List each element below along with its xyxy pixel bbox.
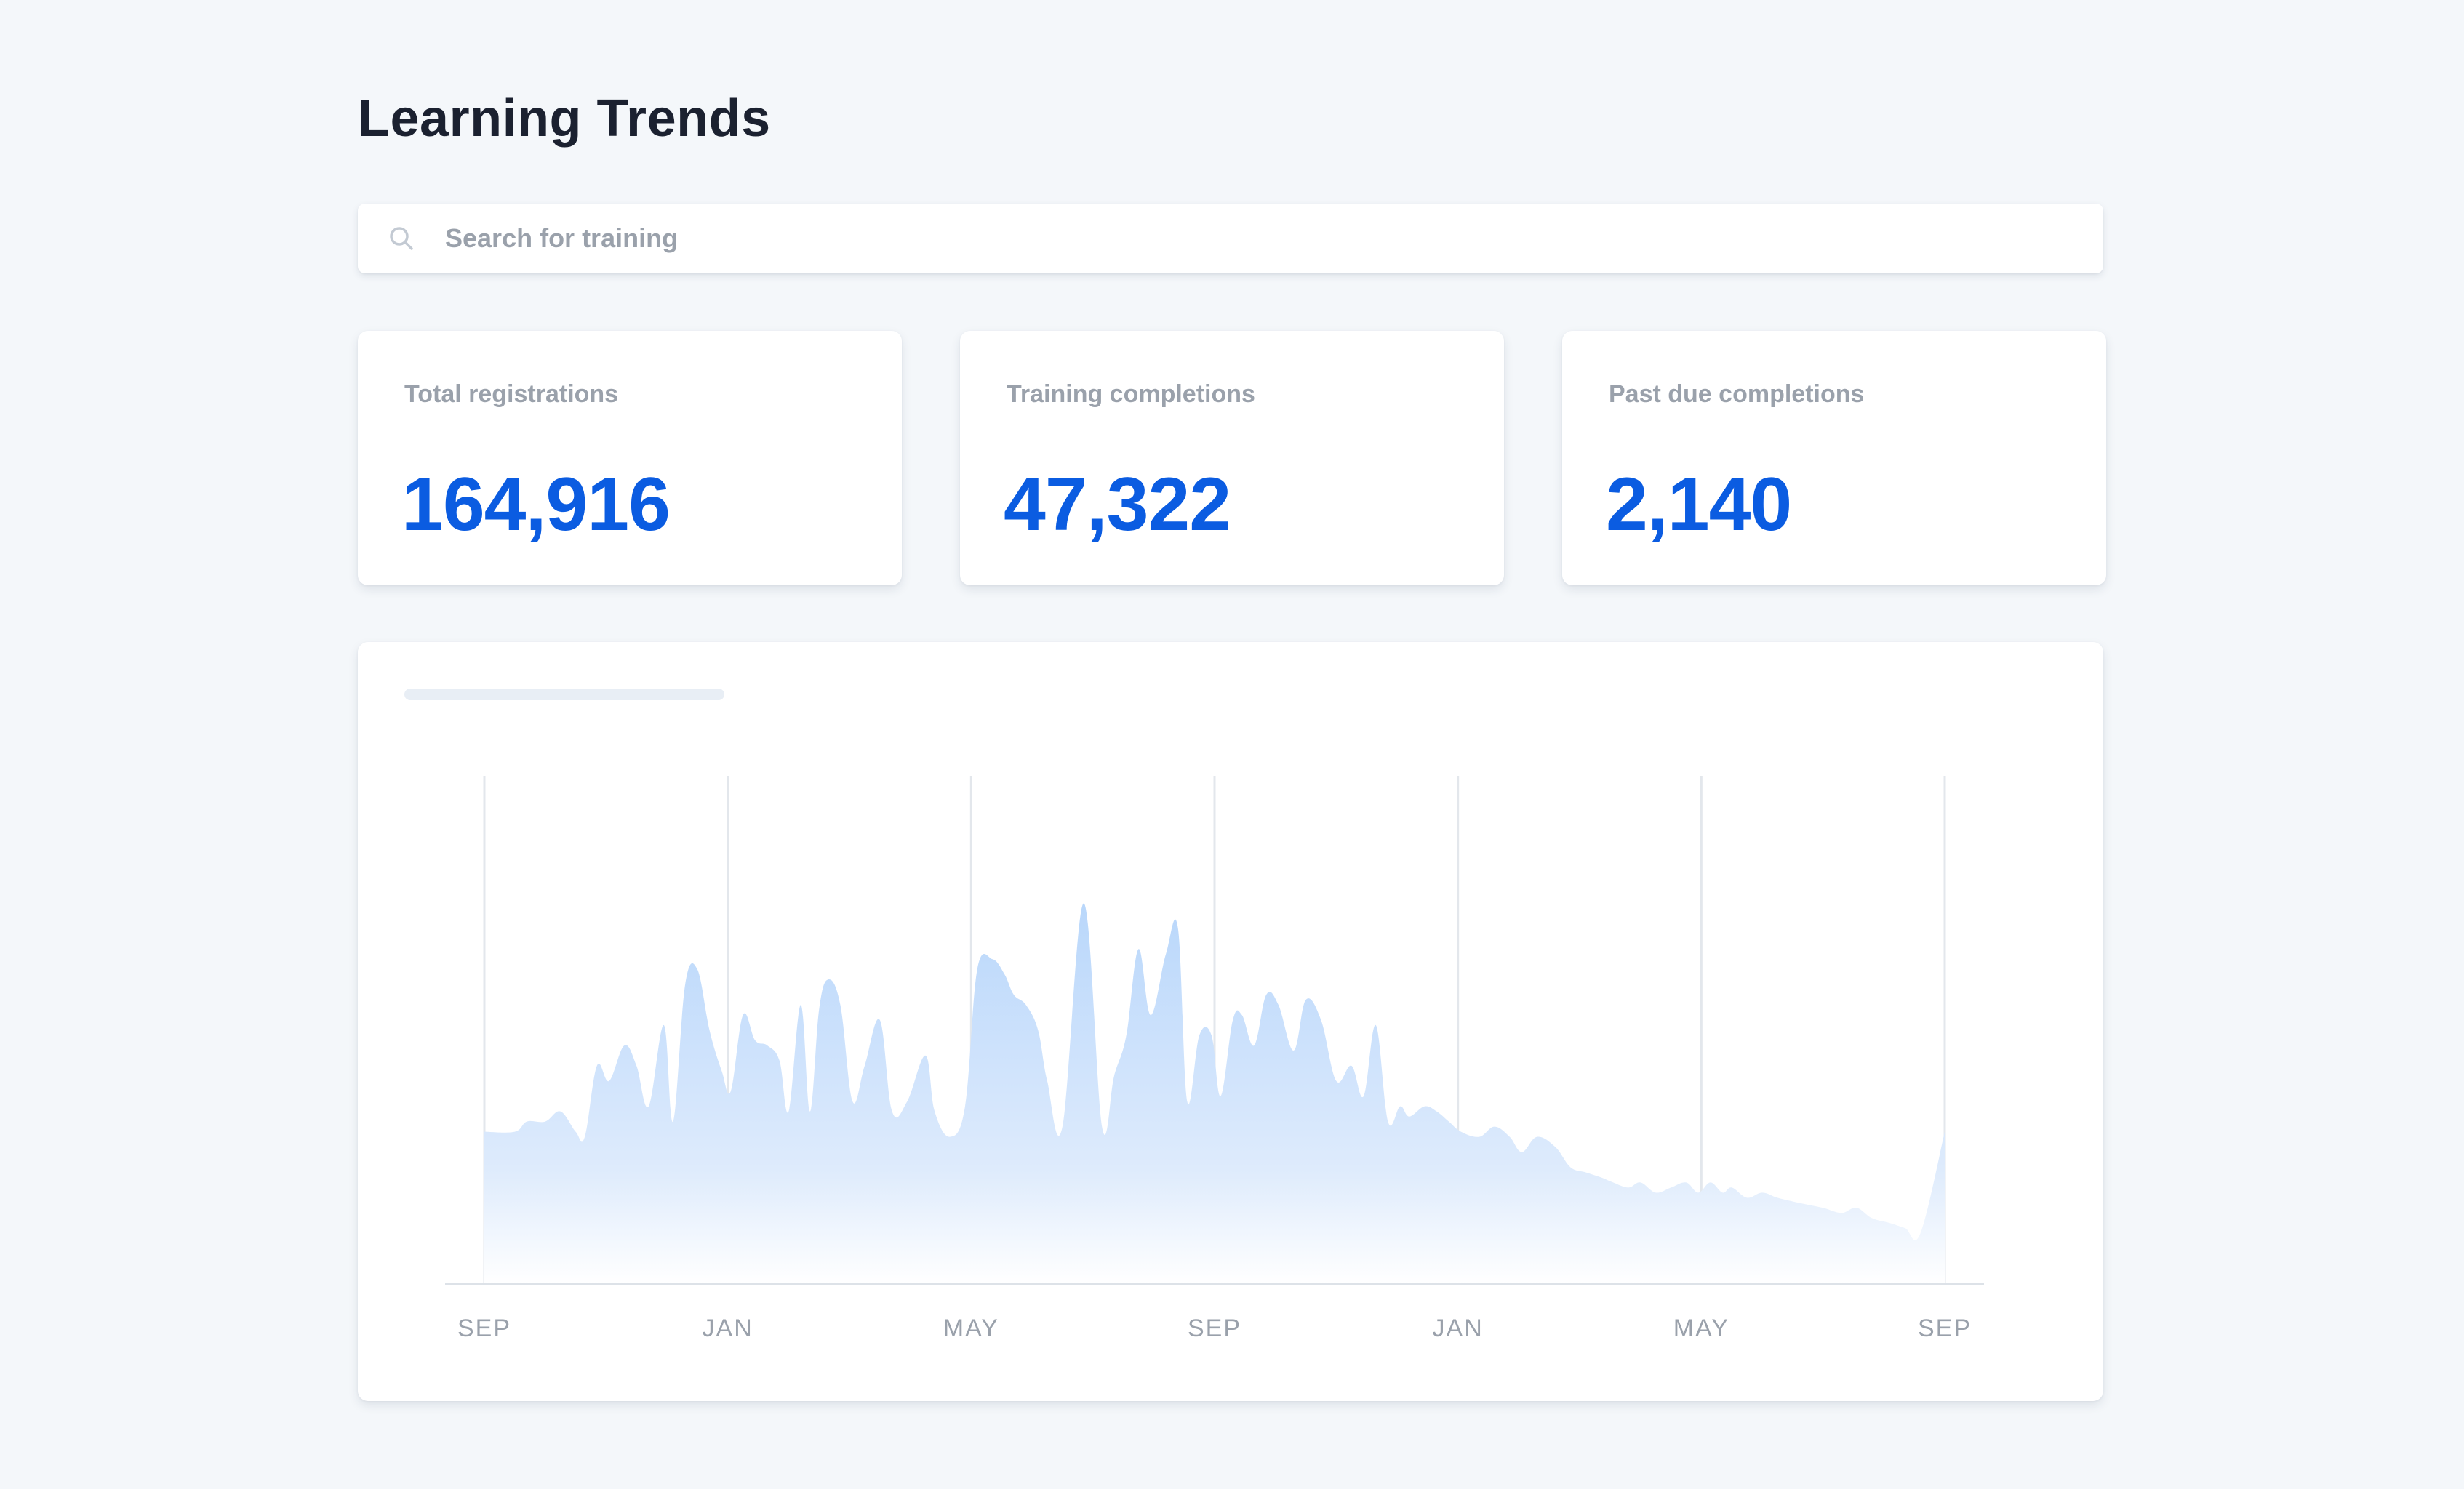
search-icon <box>390 227 413 250</box>
page-title: Learning Trends <box>358 89 771 148</box>
trend-chart-panel: SEP JAN MAY SEP JAN MAY SEP <box>358 642 2103 1401</box>
x-tick-label: MAY <box>943 1315 999 1342</box>
search-input[interactable] <box>445 204 2074 273</box>
search-bar[interactable] <box>358 204 2103 273</box>
stat-label: Past due completions <box>1609 380 1865 408</box>
x-tick-label: SEP <box>1918 1315 1972 1342</box>
stat-card-total-registrations: Total registrations 164,916 <box>358 331 902 585</box>
stat-value: 164,916 <box>401 462 671 547</box>
trend-chart: SEP JAN MAY SEP JAN MAY SEP <box>445 776 1984 1342</box>
series-area <box>484 903 1945 1284</box>
stat-label: Total registrations <box>404 380 619 408</box>
stat-label: Training completions <box>1007 380 1255 408</box>
x-tick-label: JAN <box>703 1315 753 1342</box>
stat-card-past-due-completions: Past due completions 2,140 <box>1562 331 2106 585</box>
x-tick-label: JAN <box>1433 1315 1484 1342</box>
x-tick-label: SEP <box>1188 1315 1241 1342</box>
x-tick-label: MAY <box>1673 1315 1729 1342</box>
chart-title-placeholder <box>404 689 724 700</box>
x-tick-label: SEP <box>457 1315 511 1342</box>
stat-value: 2,140 <box>1606 462 1792 547</box>
stat-card-training-completions: Training completions 47,322 <box>960 331 1504 585</box>
stat-value: 47,322 <box>1004 462 1231 547</box>
